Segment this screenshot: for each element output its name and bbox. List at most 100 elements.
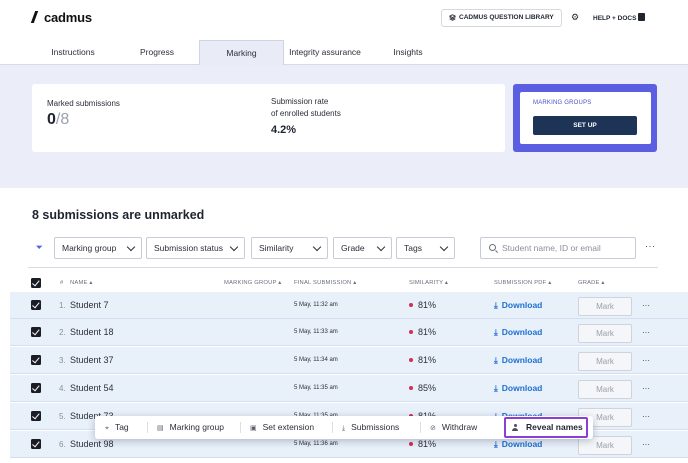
- row-checkbox[interactable]: [31, 411, 41, 421]
- student-name[interactable]: Student 98: [70, 439, 114, 449]
- set-up-button[interactable]: SET UP: [533, 116, 637, 135]
- row-more-icon[interactable]: ···: [642, 412, 650, 421]
- mark-button[interactable]: Mark: [578, 436, 632, 455]
- tab-progress[interactable]: Progress: [139, 47, 174, 57]
- download-icon: ⤓: [494, 383, 498, 393]
- similarity-score[interactable]: 81%: [409, 347, 436, 374]
- row-more-icon[interactable]: ···: [642, 301, 650, 310]
- row-number: 2.: [59, 328, 66, 337]
- top-header: cadmus CADMUS QUESTION LIBRARY ⚙ HELP + …: [0, 0, 688, 38]
- bulk-set-extension-button[interactable]: ▣ Set extension: [250, 416, 314, 439]
- tab-instructions[interactable]: Instructions: [51, 47, 95, 57]
- tab-integrity-assurance[interactable]: Integrity assurance: [289, 47, 361, 57]
- settings-gear-icon[interactable]: ⚙: [571, 12, 580, 22]
- student-name[interactable]: Student 37: [70, 355, 114, 365]
- filter-icon[interactable]: ⏷: [36, 243, 43, 252]
- document-icon: ▤: [157, 425, 164, 432]
- row-more-icon[interactable]: ···: [642, 440, 650, 449]
- bulk-marking-group-button[interactable]: ▤ Marking group: [157, 416, 224, 439]
- col-grade[interactable]: GRADE ▴: [578, 280, 605, 286]
- row-more-icon[interactable]: ···: [642, 384, 650, 393]
- col-name[interactable]: NAME ▴: [70, 280, 93, 286]
- submission-time: 5 May, 11:36 am: [294, 441, 338, 447]
- select-all-checkbox[interactable]: [31, 278, 41, 288]
- student-name[interactable]: Student 7: [70, 300, 109, 310]
- similarity-dot-icon: [409, 442, 413, 446]
- marking-groups-title: MARKING GROUPS: [533, 100, 592, 106]
- download-icon: ⤓: [494, 327, 498, 337]
- row-number: 4.: [59, 384, 66, 393]
- col-similarity[interactable]: SIMILARITY ▴: [409, 280, 449, 286]
- student-name[interactable]: Student 73: [70, 411, 114, 421]
- filter-similarity[interactable]: Similarity: [251, 237, 328, 259]
- bulk-submissions-button[interactable]: ⤓ Submissions: [342, 416, 399, 439]
- question-library-button[interactable]: CADMUS QUESTION LIBRARY: [441, 9, 562, 27]
- row-checkbox[interactable]: [31, 355, 41, 365]
- student-name[interactable]: Student 54: [70, 383, 114, 393]
- table-row[interactable]: 4. Student 54 5 May, 11:35 am 85% ⤓ Downl…: [10, 375, 688, 402]
- filter-submission-status[interactable]: Submission status: [146, 237, 245, 259]
- help-docs-link[interactable]: HELP + DOCS: [593, 13, 646, 22]
- row-number: 5.: [59, 412, 66, 421]
- table-row[interactable]: 2. Student 18 5 May, 11:33 am 81% ⤓ Downl…: [10, 319, 688, 346]
- divider: [240, 422, 241, 433]
- tab-insights[interactable]: Insights: [393, 47, 423, 57]
- divider: [420, 422, 421, 433]
- row-more-icon[interactable]: ···: [642, 356, 650, 365]
- row-checkbox[interactable]: [31, 327, 41, 337]
- layers-icon: [448, 14, 457, 21]
- cadmus-logo[interactable]: cadmus: [30, 10, 92, 25]
- tab-marking[interactable]: Marking: [199, 40, 284, 66]
- bulk-action-bar: ⌖ Tag ▤ Marking group ▣ Set extension ⤓ Subm…: [95, 416, 593, 439]
- assessment-tabs: Instructions Progress Marking Integrity …: [0, 40, 688, 66]
- col-final-submission[interactable]: FINAL SUBMISSION ▴: [294, 280, 357, 286]
- similarity-score[interactable]: 81%: [409, 292, 436, 319]
- filter-tags[interactable]: Tags: [396, 237, 455, 259]
- block-icon: ⊘: [430, 425, 436, 432]
- submission-time: 5 May, 11:34 am: [294, 357, 338, 363]
- bulk-withdraw-button[interactable]: ⊘ Withdraw: [430, 416, 477, 439]
- similarity-score[interactable]: 81%: [409, 431, 436, 458]
- similarity-score[interactable]: 85%: [409, 375, 436, 402]
- mark-button[interactable]: Mark: [578, 324, 632, 343]
- unmarked-heading: 8 submissions are unmarked: [32, 208, 205, 222]
- submission-time: 5 May, 11:35 am: [294, 385, 338, 391]
- mark-button[interactable]: Mark: [578, 297, 632, 316]
- row-more-icon[interactable]: ···: [642, 328, 650, 337]
- similarity-dot-icon: [409, 330, 413, 334]
- row-number: 3.: [59, 356, 66, 365]
- more-options-icon[interactable]: ···: [645, 241, 656, 251]
- search-input[interactable]: Student name, ID or email: [480, 237, 636, 259]
- chevron-down-icon: [229, 242, 239, 252]
- row-checkbox[interactable]: [31, 300, 41, 310]
- download-pdf-link[interactable]: ⤓Download: [494, 375, 542, 402]
- bulk-tag-button[interactable]: ⌖ Tag: [105, 416, 129, 439]
- download-pdf-link[interactable]: ⤓Download: [494, 292, 542, 319]
- download-icon: ⤓: [494, 300, 498, 310]
- table-row[interactable]: 1. Student 7 5 May, 11:32 am 81% ⤓ Downlo…: [10, 292, 688, 319]
- mark-button[interactable]: Mark: [578, 380, 632, 399]
- mark-button[interactable]: Mark: [578, 352, 632, 371]
- reveal-names-button[interactable]: Reveal names: [504, 417, 588, 438]
- download-pdf-link[interactable]: ⤓Download: [494, 319, 542, 346]
- filter-marking-group[interactable]: Marking group: [54, 237, 142, 259]
- row-checkbox[interactable]: [31, 439, 41, 449]
- filter-grade[interactable]: Grade: [333, 237, 392, 259]
- col-num: #: [60, 280, 64, 286]
- calendar-icon: ▣: [250, 425, 257, 432]
- row-checkbox[interactable]: [31, 383, 41, 393]
- table-row[interactable]: 3. Student 37 5 May, 11:34 am 81% ⤓ Downl…: [10, 347, 688, 374]
- divider: [332, 422, 333, 433]
- person-icon: [512, 424, 518, 431]
- download-pdf-link[interactable]: ⤓Download: [494, 431, 542, 458]
- submission-time: 5 May, 11:33 am: [294, 329, 338, 335]
- download-pdf-link[interactable]: ⤓Download: [494, 347, 542, 374]
- student-name[interactable]: Student 18: [70, 327, 114, 337]
- col-marking-group[interactable]: MARKING GROUP ▴: [224, 280, 282, 286]
- similarity-dot-icon: [409, 303, 413, 307]
- similarity-score[interactable]: 81%: [409, 319, 436, 346]
- logo-text: cadmus: [44, 10, 92, 25]
- col-submission-pdf[interactable]: SUBMISSION PDF ▴: [494, 280, 552, 286]
- book-icon: [638, 13, 646, 21]
- submission-rate-label: Submission rate of enrolled students: [271, 97, 341, 118]
